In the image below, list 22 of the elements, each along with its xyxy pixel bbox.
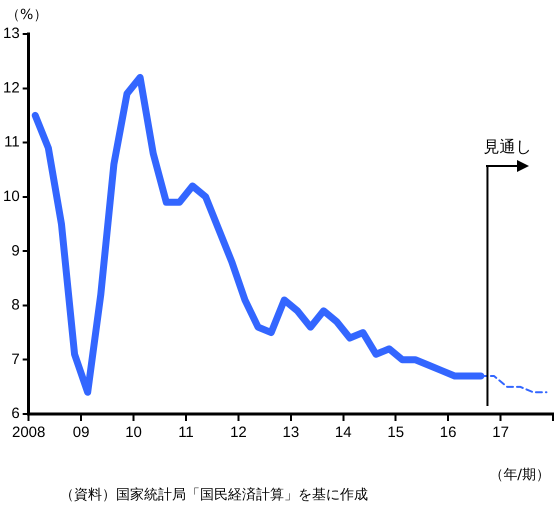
x-tick-label: 12 — [230, 424, 247, 442]
x-tick-label: 13 — [282, 424, 300, 442]
y-tick-label: 9 — [11, 242, 20, 260]
ref-line-label: 見通し — [483, 137, 532, 156]
x-tick-label: 10 — [125, 424, 142, 442]
y-tick-label: 7 — [11, 350, 20, 368]
x-tick-label: 15 — [387, 424, 404, 442]
y-tick-label: 8 — [11, 296, 20, 314]
x-tick-label: 2008 — [12, 424, 46, 442]
text: （資料）国家統計局「国民経済計算」を基に作成 — [60, 486, 368, 504]
x-tick-label: 16 — [440, 424, 456, 442]
y-tick-label: 13 — [2, 25, 20, 42]
y-axis-title: （%） — [6, 6, 48, 24]
y-tick-label: 6 — [11, 405, 20, 422]
y-tick-label: 11 — [4, 134, 20, 151]
x-tick-label: 17 — [492, 424, 509, 442]
x-tick-label: 09 — [72, 424, 90, 442]
y-tick-label: 12 — [2, 79, 20, 96]
x-tick-label: 11 — [178, 424, 194, 442]
x-tick-label: 14 — [334, 424, 352, 442]
x-axis-title: （年/期） — [489, 466, 550, 484]
y-tick-label: 10 — [2, 188, 20, 205]
